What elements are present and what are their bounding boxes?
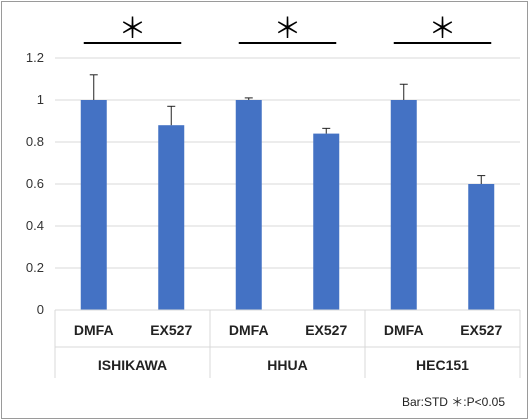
significance-star: ＊ [428, 12, 456, 45]
x-group-label: HHUA [267, 357, 307, 373]
bars [80, 100, 495, 310]
bar [313, 133, 340, 310]
y-tick-label: 0.4 [26, 218, 44, 233]
error-bars [89, 74, 486, 184]
x-group-label: HEC151 [416, 357, 469, 373]
significance-markers: ＊ ＊ ＊ [83, 12, 492, 45]
y-tick-label: 0.6 [26, 176, 44, 191]
x-category-label: EX527 [460, 322, 502, 338]
x-group-label: ISHIKAWA [98, 357, 167, 373]
x-category-label: DMFA [384, 322, 424, 338]
y-tick-label: 1 [37, 92, 44, 107]
footnote: Bar:STD ＊:P<0.05 [402, 395, 505, 409]
x-category-label: DMFA [74, 322, 114, 338]
y-tick-label: 1.2 [26, 50, 44, 65]
bar [390, 100, 417, 310]
bar [158, 125, 185, 310]
x-category-label: EX527 [150, 322, 192, 338]
y-tick-label: 0 [37, 302, 44, 317]
x-axis: DMFA EX527 DMFA EX527 DMFA EX527 ISHIKAWA HHUA H… [54, 309, 521, 378]
significance-star: ＊ [273, 12, 301, 45]
y-axis-ticks: 0 0.2 0.4 0.6 0.8 1 1.2 [26, 50, 44, 317]
bar [468, 184, 495, 310]
significance-star: ＊ [118, 12, 146, 45]
bar [235, 100, 262, 310]
bar [80, 100, 107, 310]
gridlines [55, 57, 520, 311]
y-tick-label: 0.2 [26, 260, 44, 275]
x-category-label: EX527 [305, 322, 347, 338]
x-category-label: DMFA [229, 322, 269, 338]
y-tick-label: 0.8 [26, 134, 44, 149]
